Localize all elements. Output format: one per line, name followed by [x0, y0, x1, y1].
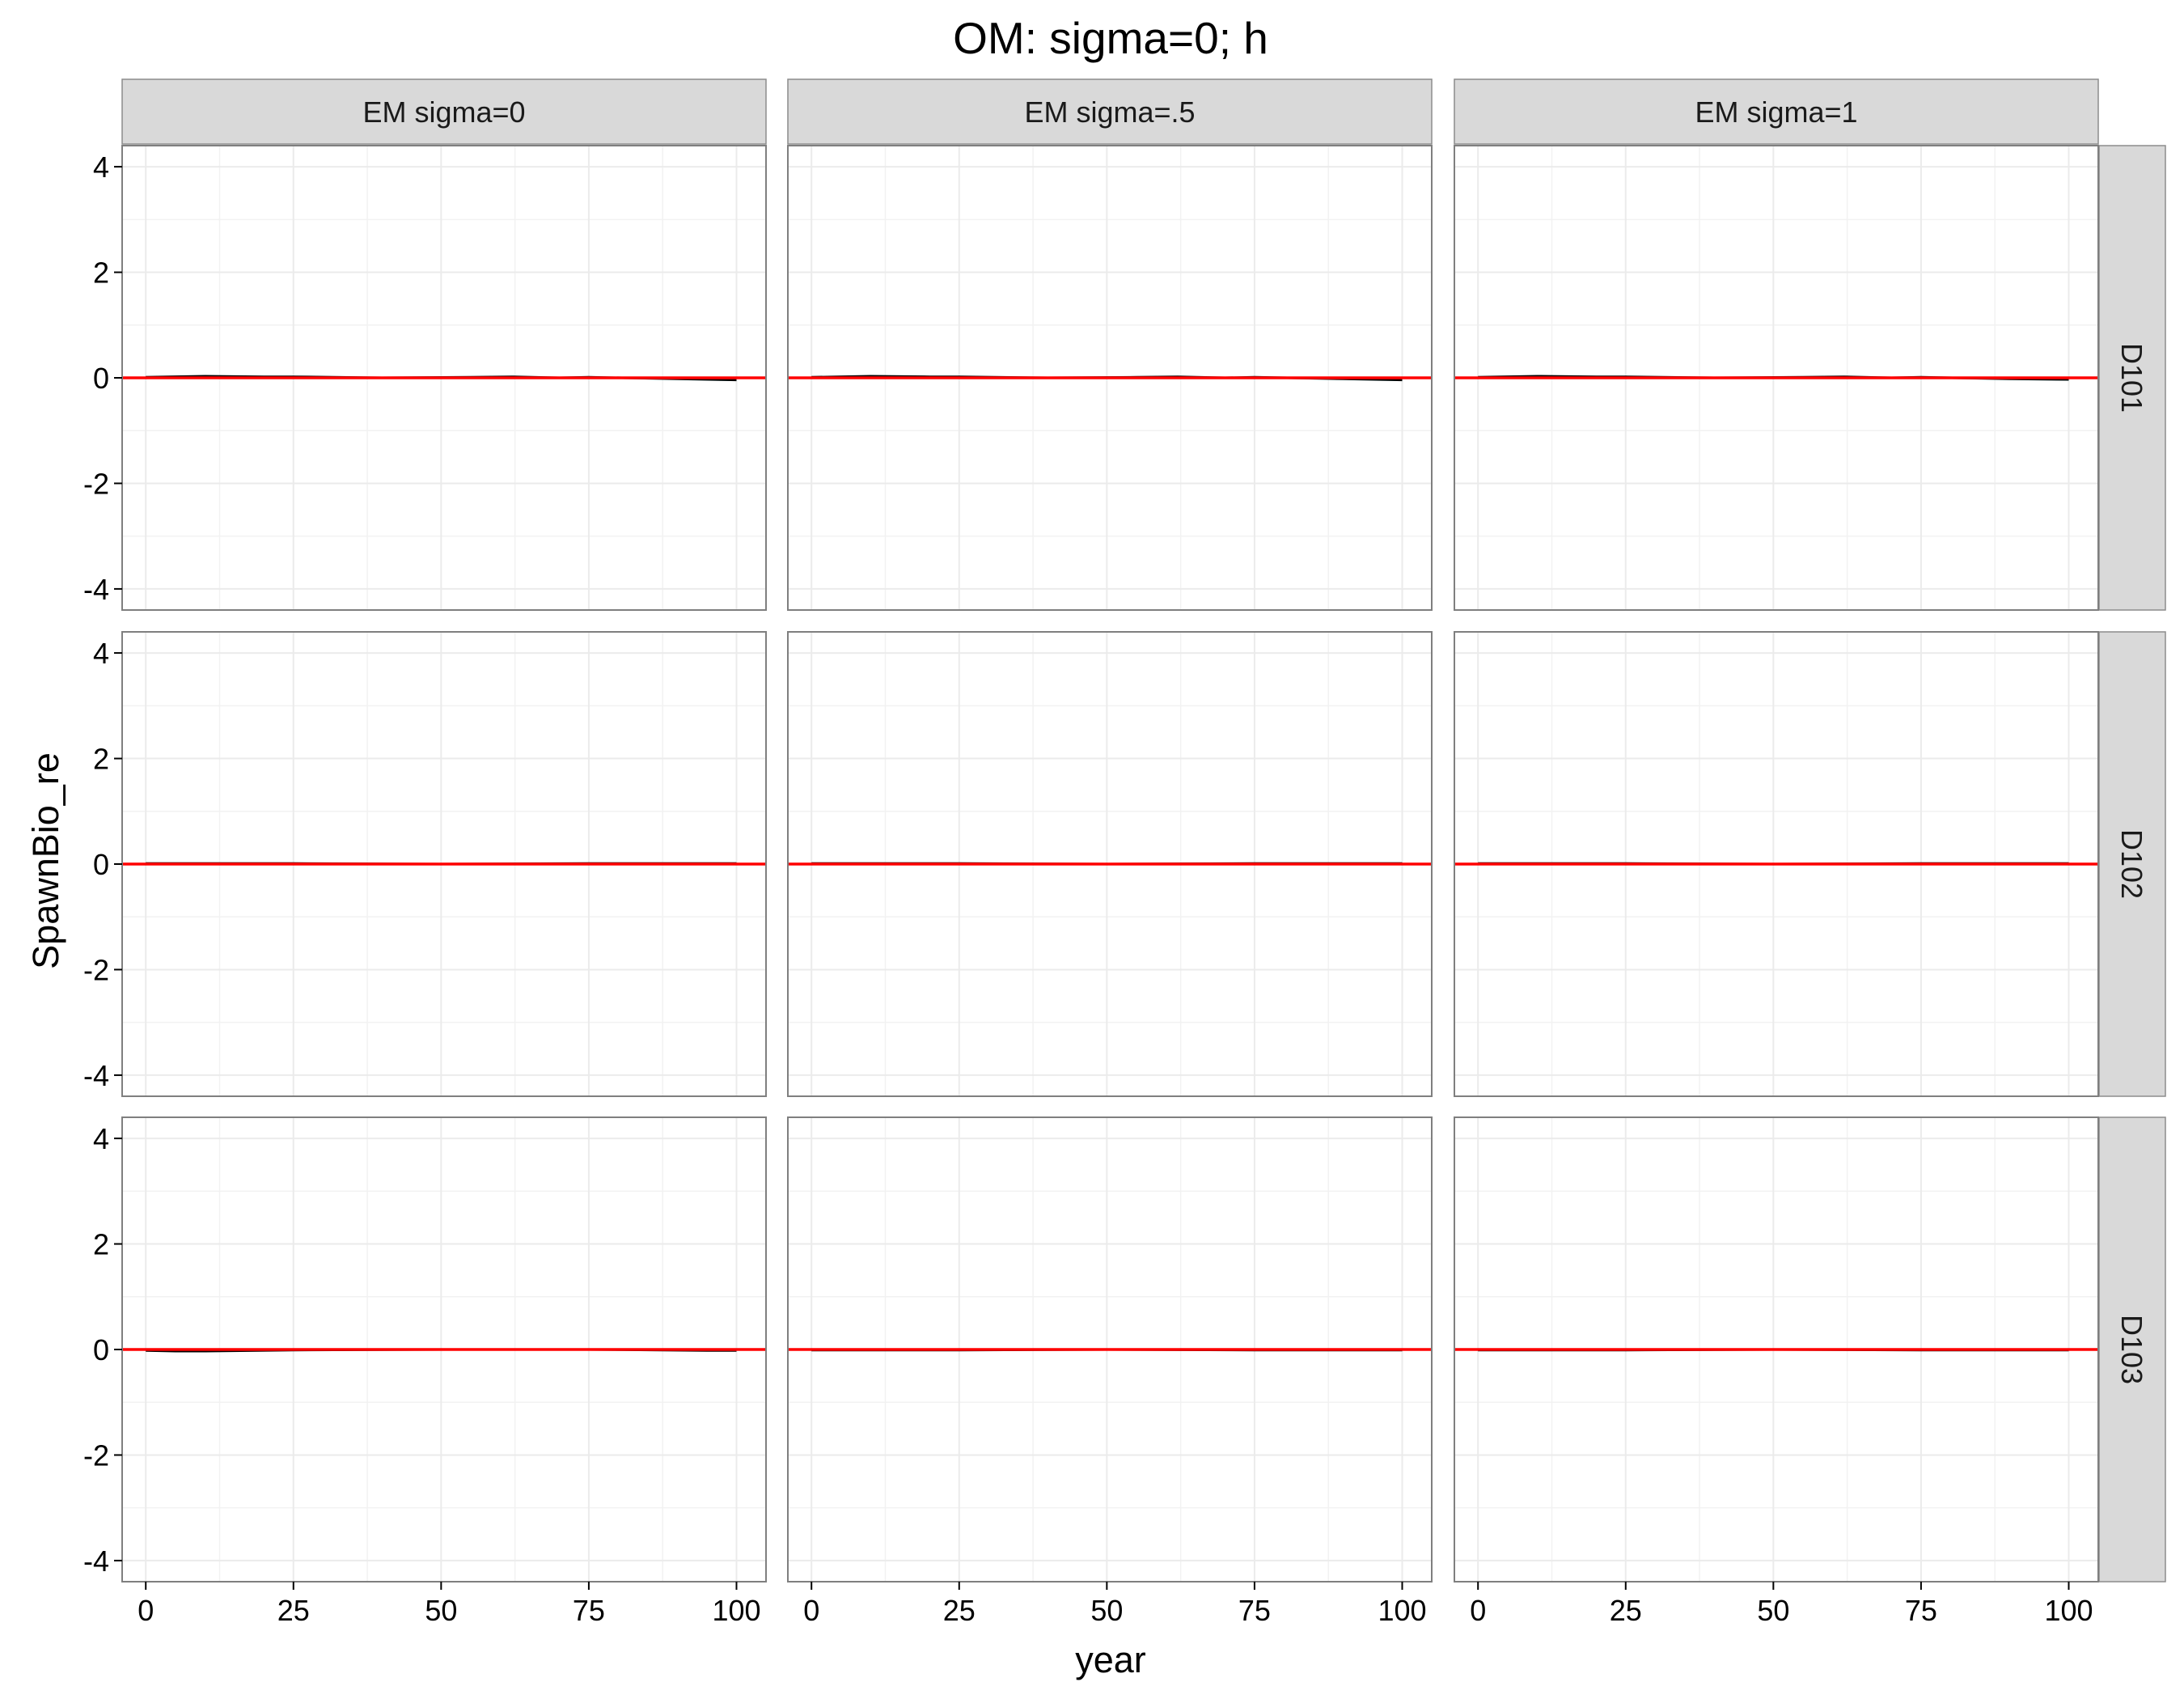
- column-strip: [121, 78, 767, 145]
- column-strip-label: EM sigma=.5: [1024, 95, 1195, 129]
- row-strip-label: D102: [2115, 829, 2148, 899]
- y-tick-label: 2: [93, 256, 109, 290]
- y-tick-label: 4: [93, 1122, 109, 1155]
- x-tick-label: 25: [277, 1594, 310, 1627]
- y-tick-label: 4: [93, 150, 109, 184]
- x-tick-label: 100: [1378, 1594, 1426, 1627]
- x-tick-label: 25: [943, 1594, 976, 1627]
- panel-border: [1454, 631, 2099, 1097]
- x-axis-label: year: [1075, 1639, 1146, 1680]
- panel-border: [787, 1116, 1433, 1582]
- row-strip: [2098, 145, 2166, 611]
- x-tick-label: 100: [712, 1594, 760, 1627]
- x-tick-label: 0: [803, 1594, 819, 1627]
- x-tick-label: 50: [1757, 1594, 1789, 1627]
- panel: [121, 1116, 767, 1582]
- chart-title: OM: sigma=0; h: [953, 13, 1268, 63]
- x-tick-label: 25: [1610, 1594, 1642, 1627]
- row-strip-label: D103: [2115, 1315, 2148, 1384]
- x-tick-label: 100: [2044, 1594, 2093, 1627]
- column-strip: [1454, 78, 2099, 145]
- y-tick-label: 2: [93, 743, 109, 776]
- panel-border: [787, 631, 1433, 1097]
- panel-border: [1454, 145, 2099, 611]
- y-tick-label: 4: [93, 637, 109, 670]
- x-tick-label: 0: [138, 1594, 154, 1627]
- y-tick-label: 0: [93, 1333, 109, 1366]
- y-tick-label: -2: [83, 953, 109, 986]
- column-strip: [787, 78, 1433, 145]
- panel: [1454, 631, 2099, 1097]
- y-axis-label: SpawnBio_re: [25, 752, 66, 969]
- row-strip-label: D101: [2115, 343, 2148, 413]
- panel: [121, 145, 767, 611]
- facet-panels: EM sigma=0 EM sigma=.5 EM sigma=1 D101 D102 D…: [83, 78, 2166, 1627]
- panel-border: [787, 145, 1433, 611]
- x-tick-label: 0: [1470, 1594, 1486, 1627]
- row-strip: [2098, 631, 2166, 1097]
- y-tick-label: 0: [93, 362, 109, 395]
- y-tick-label: -2: [83, 467, 109, 500]
- y-tick-label: -4: [83, 573, 109, 606]
- panel: [1454, 1116, 2099, 1582]
- y-tick-label: -4: [83, 1059, 109, 1092]
- x-tick-label: 50: [1090, 1594, 1123, 1627]
- panel-border: [1454, 1116, 2099, 1582]
- x-tick-label: 75: [573, 1594, 605, 1627]
- panel: [787, 1116, 1433, 1582]
- x-tick-label: 75: [1905, 1594, 1937, 1627]
- panel: [1454, 145, 2099, 611]
- panel: [787, 145, 1433, 611]
- column-strip-label: EM sigma=0: [362, 95, 525, 129]
- y-tick-label: 0: [93, 848, 109, 881]
- x-tick-label: 75: [1238, 1594, 1271, 1627]
- row-strip: [2098, 1116, 2166, 1582]
- column-strip-label: EM sigma=1: [1695, 95, 1857, 129]
- y-tick-label: 2: [93, 1228, 109, 1261]
- y-tick-label: -2: [83, 1438, 109, 1472]
- panel: [121, 631, 767, 1097]
- panel: [787, 631, 1433, 1097]
- y-tick-label: -4: [83, 1544, 109, 1578]
- x-tick-label: 50: [425, 1594, 457, 1627]
